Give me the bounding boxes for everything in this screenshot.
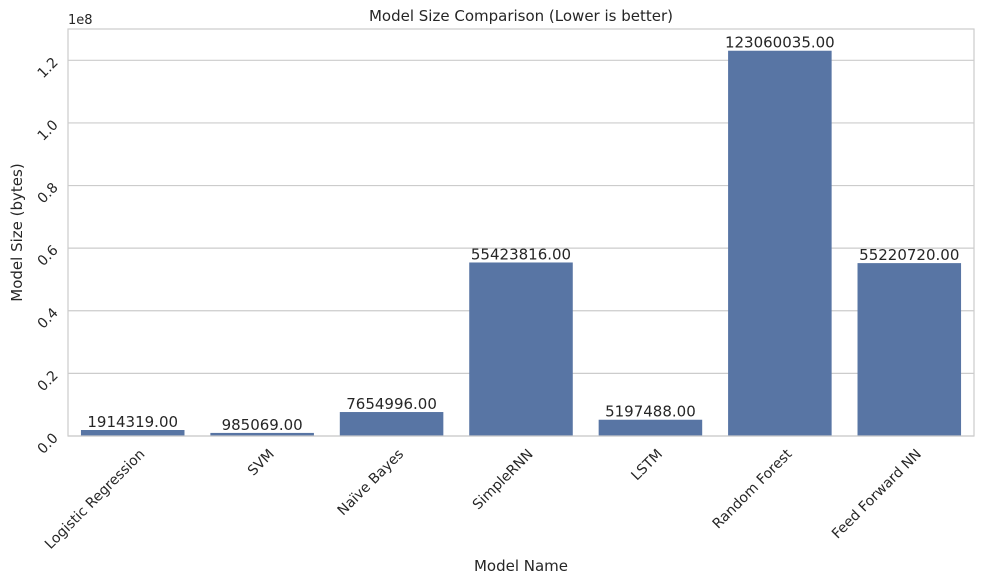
bar-value-label: 1914319.00 (87, 413, 178, 431)
x-tick-label: SVM (245, 446, 278, 479)
x-tick-label: Naïve Bayes (335, 446, 408, 519)
y-tick-label: 0.8 (35, 180, 62, 207)
bar-value-label: 985069.00 (222, 416, 303, 434)
y-axis-offset-label: 1e8 (68, 13, 93, 28)
bar-value-label: 5197488.00 (605, 403, 696, 421)
chart-title: Model Size Comparison (Lower is better) (369, 7, 673, 25)
bar (339, 412, 444, 436)
bar-value-label: 55423816.00 (471, 245, 571, 263)
bar (210, 432, 314, 436)
bar-value-label: 55220720.00 (859, 246, 959, 264)
y-tick-labels: 0.0 0.2 0.4 0.6 0.8 1.0 1.2 (35, 55, 62, 458)
x-tick-label: SimpleRNN (470, 446, 537, 513)
bar-value-label: 7654996.00 (346, 395, 437, 413)
x-axis-title: Model Name (474, 557, 568, 575)
bar-value-label: 123060035.00 (725, 34, 835, 52)
bar (857, 263, 962, 436)
x-tick-label: LSTM (628, 446, 666, 484)
bar-value-labels: 1914319.00 985069.00 7654996.00 55423816.00… (87, 34, 959, 434)
y-tick-label: 0.2 (35, 368, 62, 395)
y-tick-label: 1.2 (35, 55, 62, 82)
x-tick-label: Random Forest (710, 446, 796, 532)
y-tick-label: 0.6 (35, 242, 62, 269)
y-axis-title: Model Size (bytes) (8, 163, 26, 301)
bar (728, 50, 832, 437)
bars (80, 50, 962, 437)
x-tick-labels: Logistic Regression SVM Naïve Bayes SimpleR… (42, 446, 925, 553)
bar (598, 419, 703, 436)
plot-frame (67, 28, 975, 437)
y-tick-label: 0.0 (35, 430, 62, 457)
y-tick-label: 1.0 (35, 117, 62, 144)
bar (469, 262, 573, 436)
x-tick-label: Logistic Regression (42, 446, 148, 552)
y-tick-label: 0.4 (35, 305, 62, 332)
bar (80, 430, 185, 436)
x-tick-label: Feed Forward NN (829, 446, 925, 542)
